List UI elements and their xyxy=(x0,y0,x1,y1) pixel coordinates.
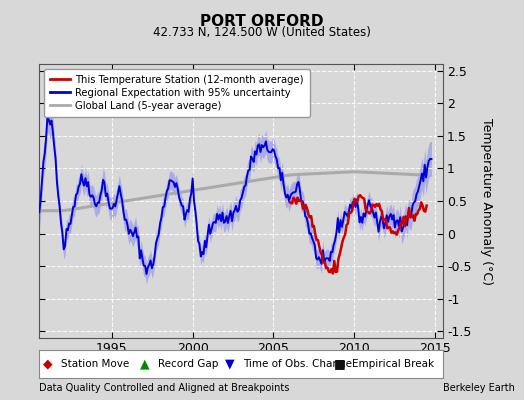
Text: Station Move: Station Move xyxy=(61,359,130,369)
Text: Record Gap: Record Gap xyxy=(158,359,219,369)
Text: 42.733 N, 124.500 W (United States): 42.733 N, 124.500 W (United States) xyxy=(153,26,371,39)
Text: ◆: ◆ xyxy=(43,358,53,370)
Text: ▼: ▼ xyxy=(225,358,235,370)
Text: Empirical Break: Empirical Break xyxy=(352,359,434,369)
Text: ▲: ▲ xyxy=(140,358,150,370)
Text: Time of Obs. Change: Time of Obs. Change xyxy=(243,359,352,369)
Legend: This Temperature Station (12-month average), Regional Expectation with 95% uncer: This Temperature Station (12-month avera… xyxy=(45,69,310,117)
Text: ■: ■ xyxy=(334,358,346,370)
Text: Data Quality Controlled and Aligned at Breakpoints: Data Quality Controlled and Aligned at B… xyxy=(39,383,290,393)
Text: PORT ORFORD: PORT ORFORD xyxy=(200,14,324,29)
Y-axis label: Temperature Anomaly (°C): Temperature Anomaly (°C) xyxy=(480,118,493,284)
Text: Berkeley Earth: Berkeley Earth xyxy=(443,383,515,393)
